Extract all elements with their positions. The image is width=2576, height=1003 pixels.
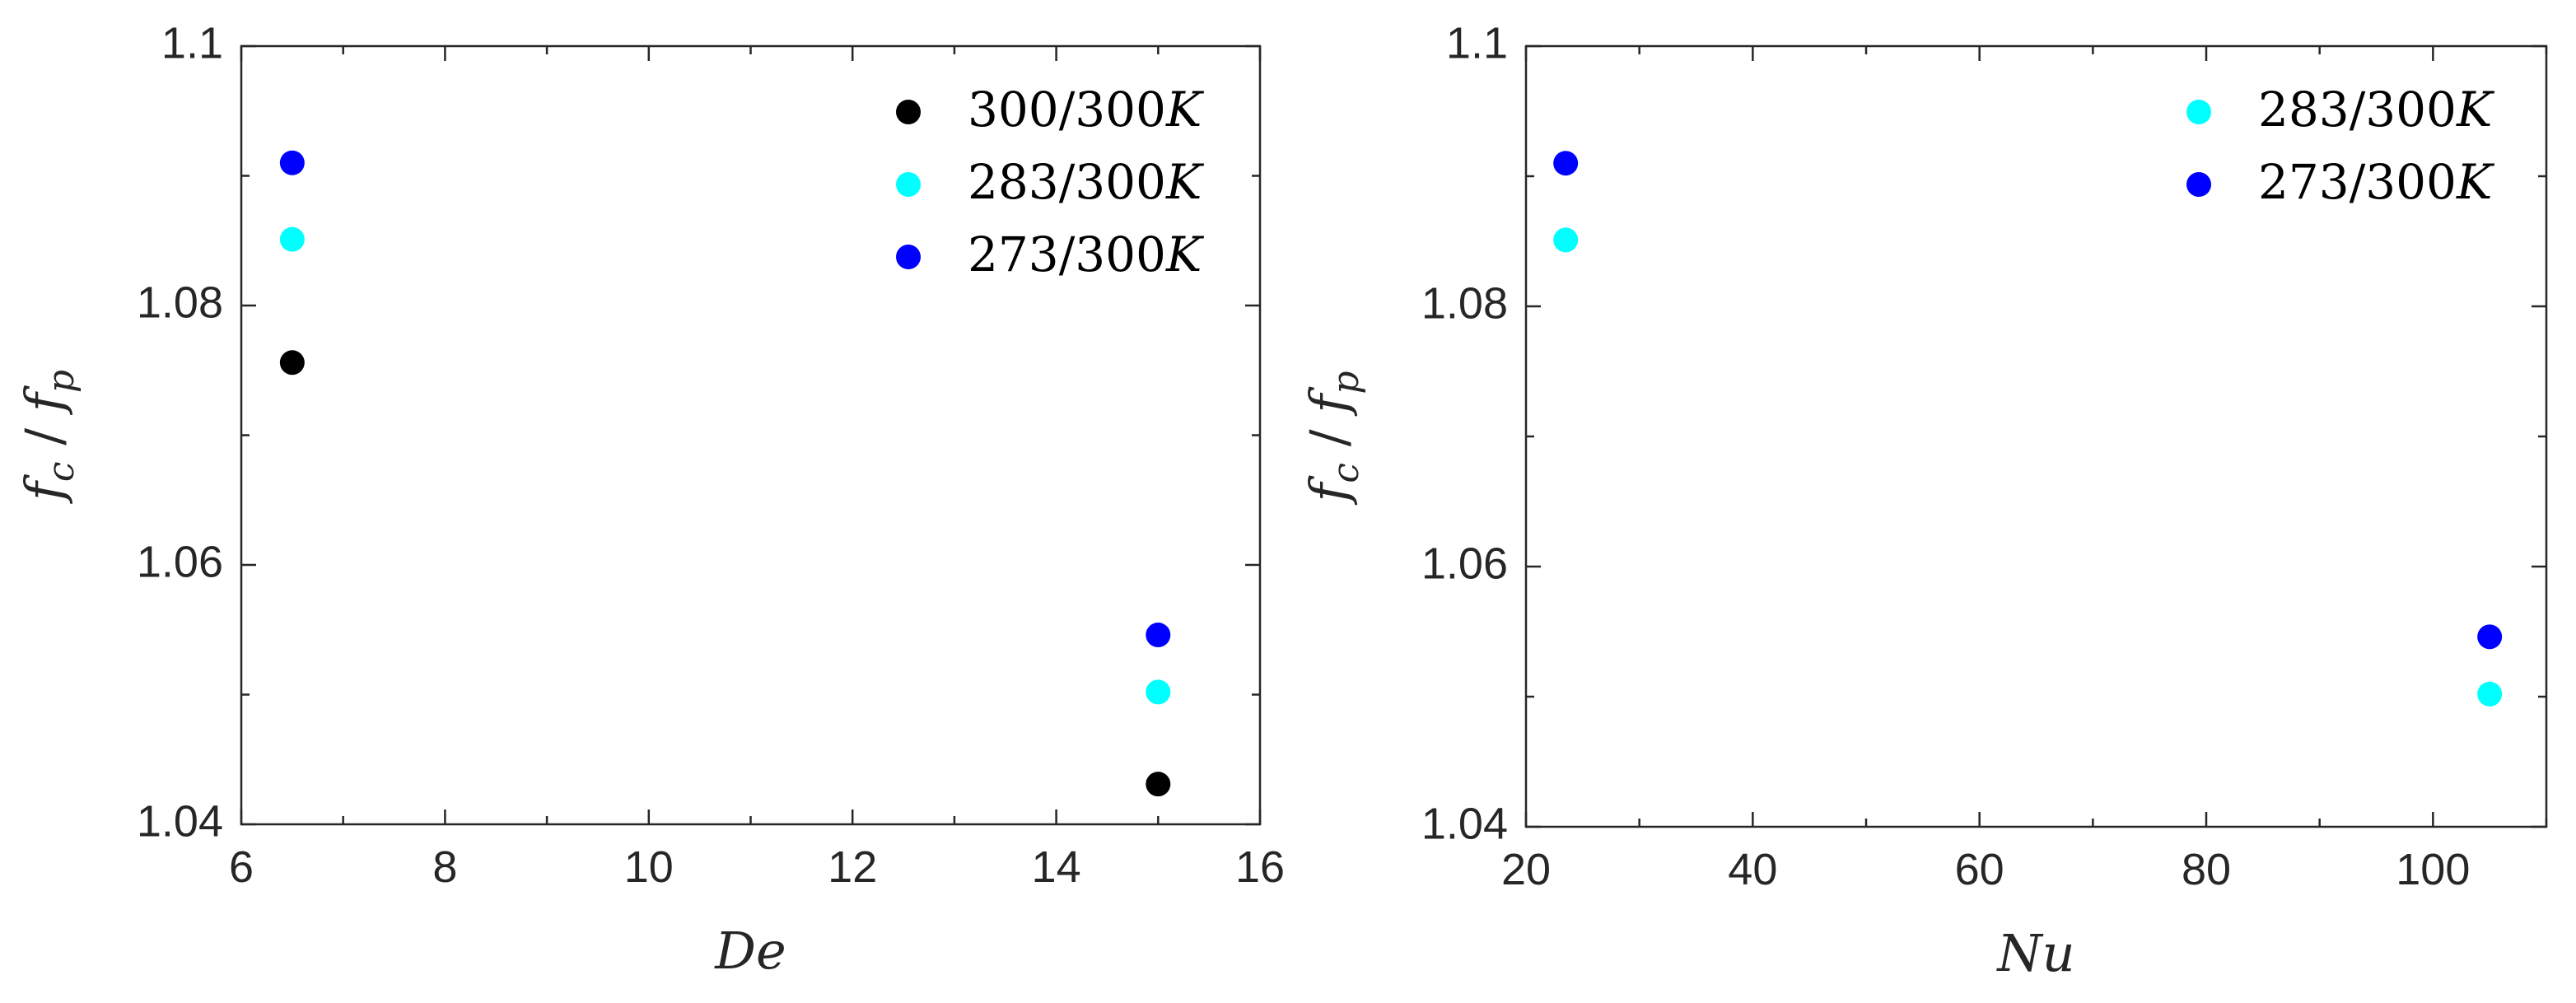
y-tick-label: 1.06 <box>1421 539 1508 588</box>
data-point <box>1146 679 1171 705</box>
data-point <box>2477 681 2503 707</box>
x-axis-title: De <box>714 921 786 981</box>
legend-entry: 300/300K <box>968 82 1205 138</box>
left-panel-de: 6 8 10 12 14 16 1.04 1.06 1.08 1.1 De fc / fp 300/30… <box>14 18 1285 981</box>
y-tick-label: 1.08 <box>137 278 223 327</box>
x-tick-label: 14 <box>1032 842 1081 892</box>
x-tick-label: 60 <box>1955 845 2004 894</box>
y-tick-label: 1.1 <box>161 18 223 68</box>
x-tick-label: 16 <box>1235 842 1285 892</box>
legend-marker <box>896 172 921 197</box>
legend-entry: 273/300K <box>968 226 1205 282</box>
legend-marker <box>2186 100 2211 124</box>
y-tick-label: 1.1 <box>1446 18 1508 68</box>
x-axis-title: Nu <box>1995 923 2074 983</box>
y-tick-label: 1.06 <box>137 537 223 586</box>
y-tick-label: 1.04 <box>1421 799 1508 848</box>
x-tick-label: 10 <box>624 842 674 892</box>
y-tick-label: 1.04 <box>137 796 223 846</box>
y-axis-title: fc / fp <box>1299 371 1367 505</box>
y-tick-label: 1.08 <box>1421 278 1508 328</box>
data-point <box>279 350 305 376</box>
data-point <box>1553 227 1579 253</box>
legend-entry: 283/300K <box>968 154 1205 210</box>
legend-marker <box>896 100 921 124</box>
data-point <box>279 226 305 252</box>
legend-entry: 283/300K <box>2258 82 2495 138</box>
data-point <box>279 150 305 175</box>
x-tick-label: 20 <box>1501 845 1551 894</box>
y-axis-title: fc / fp <box>14 370 82 504</box>
data-point <box>2477 624 2503 650</box>
legend-marker <box>896 245 921 269</box>
legend-entry: 273/300K <box>2258 154 2495 210</box>
data-point <box>1553 151 1579 176</box>
x-tick-label: 8 <box>432 842 457 892</box>
x-tick-label: 100 <box>2396 845 2470 894</box>
x-tick-label: 80 <box>2182 845 2231 894</box>
data-point <box>1146 623 1171 648</box>
data-point <box>1146 772 1171 797</box>
x-tick-label: 40 <box>1728 845 1777 894</box>
legend-marker <box>2186 172 2211 197</box>
x-tick-label: 12 <box>828 842 877 892</box>
right-panel-nu: 20 40 60 80 100 1.04 1.06 1.08 1.1 Nu fc / fp 283/3… <box>1299 18 2548 983</box>
x-tick-label: 6 <box>229 842 254 892</box>
